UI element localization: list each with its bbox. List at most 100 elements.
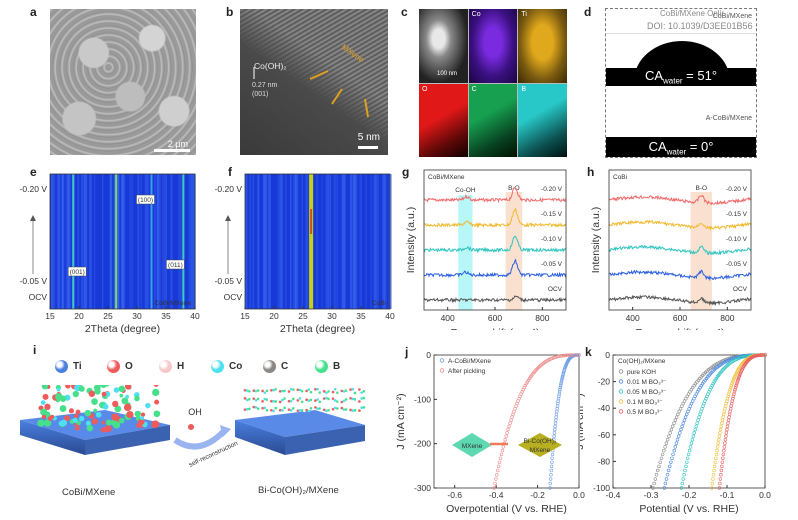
atom — [331, 407, 335, 411]
atom — [281, 398, 284, 402]
data-point — [726, 418, 731, 422]
tick-label: 40 — [190, 311, 200, 321]
data-point — [567, 353, 571, 357]
atom — [276, 408, 280, 412]
series-label: -0.05 V — [726, 261, 748, 268]
intensity-streak — [170, 174, 172, 309]
intensity-streak — [85, 174, 88, 309]
tick-label: -100 — [593, 483, 610, 493]
atom — [327, 408, 330, 412]
atom — [248, 407, 251, 411]
element-label: Co — [471, 11, 481, 18]
atom — [311, 398, 315, 402]
data-point — [683, 415, 688, 419]
atom — [347, 388, 350, 392]
diffraction-peak — [115, 174, 118, 309]
intensity-streak — [83, 174, 85, 309]
intensity-streak — [77, 174, 80, 309]
data-point — [558, 383, 563, 388]
arrow-icon — [364, 98, 369, 118]
atom — [294, 406, 297, 410]
data-point — [728, 388, 732, 392]
atom — [303, 409, 306, 413]
spectrum-line — [423, 235, 567, 254]
atom — [56, 387, 61, 392]
atom — [85, 420, 91, 426]
x-axis-label: 2Theta (degree) — [280, 323, 355, 335]
atom — [336, 400, 339, 403]
intensity-streak — [57, 174, 61, 309]
data-point — [731, 378, 736, 382]
series-label: OCV — [733, 286, 748, 293]
data-point — [714, 376, 719, 381]
legend-marker — [618, 399, 624, 404]
intensity-streak — [84, 174, 87, 309]
data-point — [667, 434, 671, 438]
atom — [72, 390, 79, 398]
atom — [278, 408, 282, 412]
atom — [73, 414, 79, 419]
intensity-streak — [109, 174, 113, 309]
arrow-icon — [309, 70, 329, 80]
spectrum-line — [608, 194, 752, 206]
atom — [270, 408, 273, 412]
atom — [300, 409, 304, 412]
series-label: -0.10 V — [726, 236, 748, 243]
data-point — [671, 424, 675, 429]
atom — [59, 405, 67, 412]
legend-label: 0.05 M BO₃³⁻ — [627, 389, 667, 396]
atom — [270, 389, 273, 392]
intensity-streak — [305, 174, 309, 309]
mxene-slab-left-side — [20, 420, 85, 455]
atom — [267, 398, 271, 402]
data-point — [680, 424, 684, 429]
atom — [338, 399, 341, 403]
atom — [360, 406, 363, 410]
intensity-streak — [327, 174, 331, 309]
data-point — [720, 418, 725, 422]
atom — [331, 397, 335, 400]
atom — [281, 389, 284, 393]
substrate-2: CAwater = 0° — [606, 137, 756, 157]
atom — [101, 420, 106, 425]
intensity-streak — [113, 174, 116, 309]
data-point — [695, 421, 699, 425]
atom — [281, 409, 284, 412]
intensity-streak — [178, 174, 181, 309]
data-point — [692, 431, 696, 435]
atom — [360, 391, 363, 394]
atom — [305, 398, 308, 401]
element-label: O — [422, 85, 428, 93]
intensity-streak — [129, 174, 131, 309]
atom — [93, 408, 98, 413]
data-point — [550, 460, 554, 464]
atom — [329, 397, 333, 400]
tick-label: 35 — [356, 311, 366, 321]
tick-label: -0.1 — [720, 490, 735, 500]
diffraction-peak — [182, 174, 185, 309]
data-point — [724, 431, 729, 435]
intensity-streak — [164, 174, 167, 309]
data-point — [510, 415, 514, 419]
atom — [296, 399, 300, 402]
atom — [362, 390, 365, 393]
data-point — [672, 421, 676, 425]
atom — [259, 398, 262, 401]
tick-label: 20 — [269, 311, 279, 321]
atom — [325, 409, 328, 413]
data-point — [500, 448, 505, 453]
atom — [342, 390, 346, 393]
tick-label: 0 — [426, 350, 431, 360]
atom — [88, 390, 96, 397]
mxene-slab-left-top — [20, 410, 170, 440]
intensity-streak — [289, 174, 293, 309]
legend-label: 0.1 M BO₃³⁻ — [627, 399, 663, 406]
atom — [261, 406, 264, 410]
data-point — [688, 445, 693, 449]
data-point — [727, 390, 732, 394]
intensity-streak — [170, 174, 174, 309]
atom — [349, 408, 352, 412]
data-point — [693, 427, 697, 432]
atom — [245, 389, 249, 392]
y-axis-label: J (mA cm⁻²) — [580, 393, 586, 449]
